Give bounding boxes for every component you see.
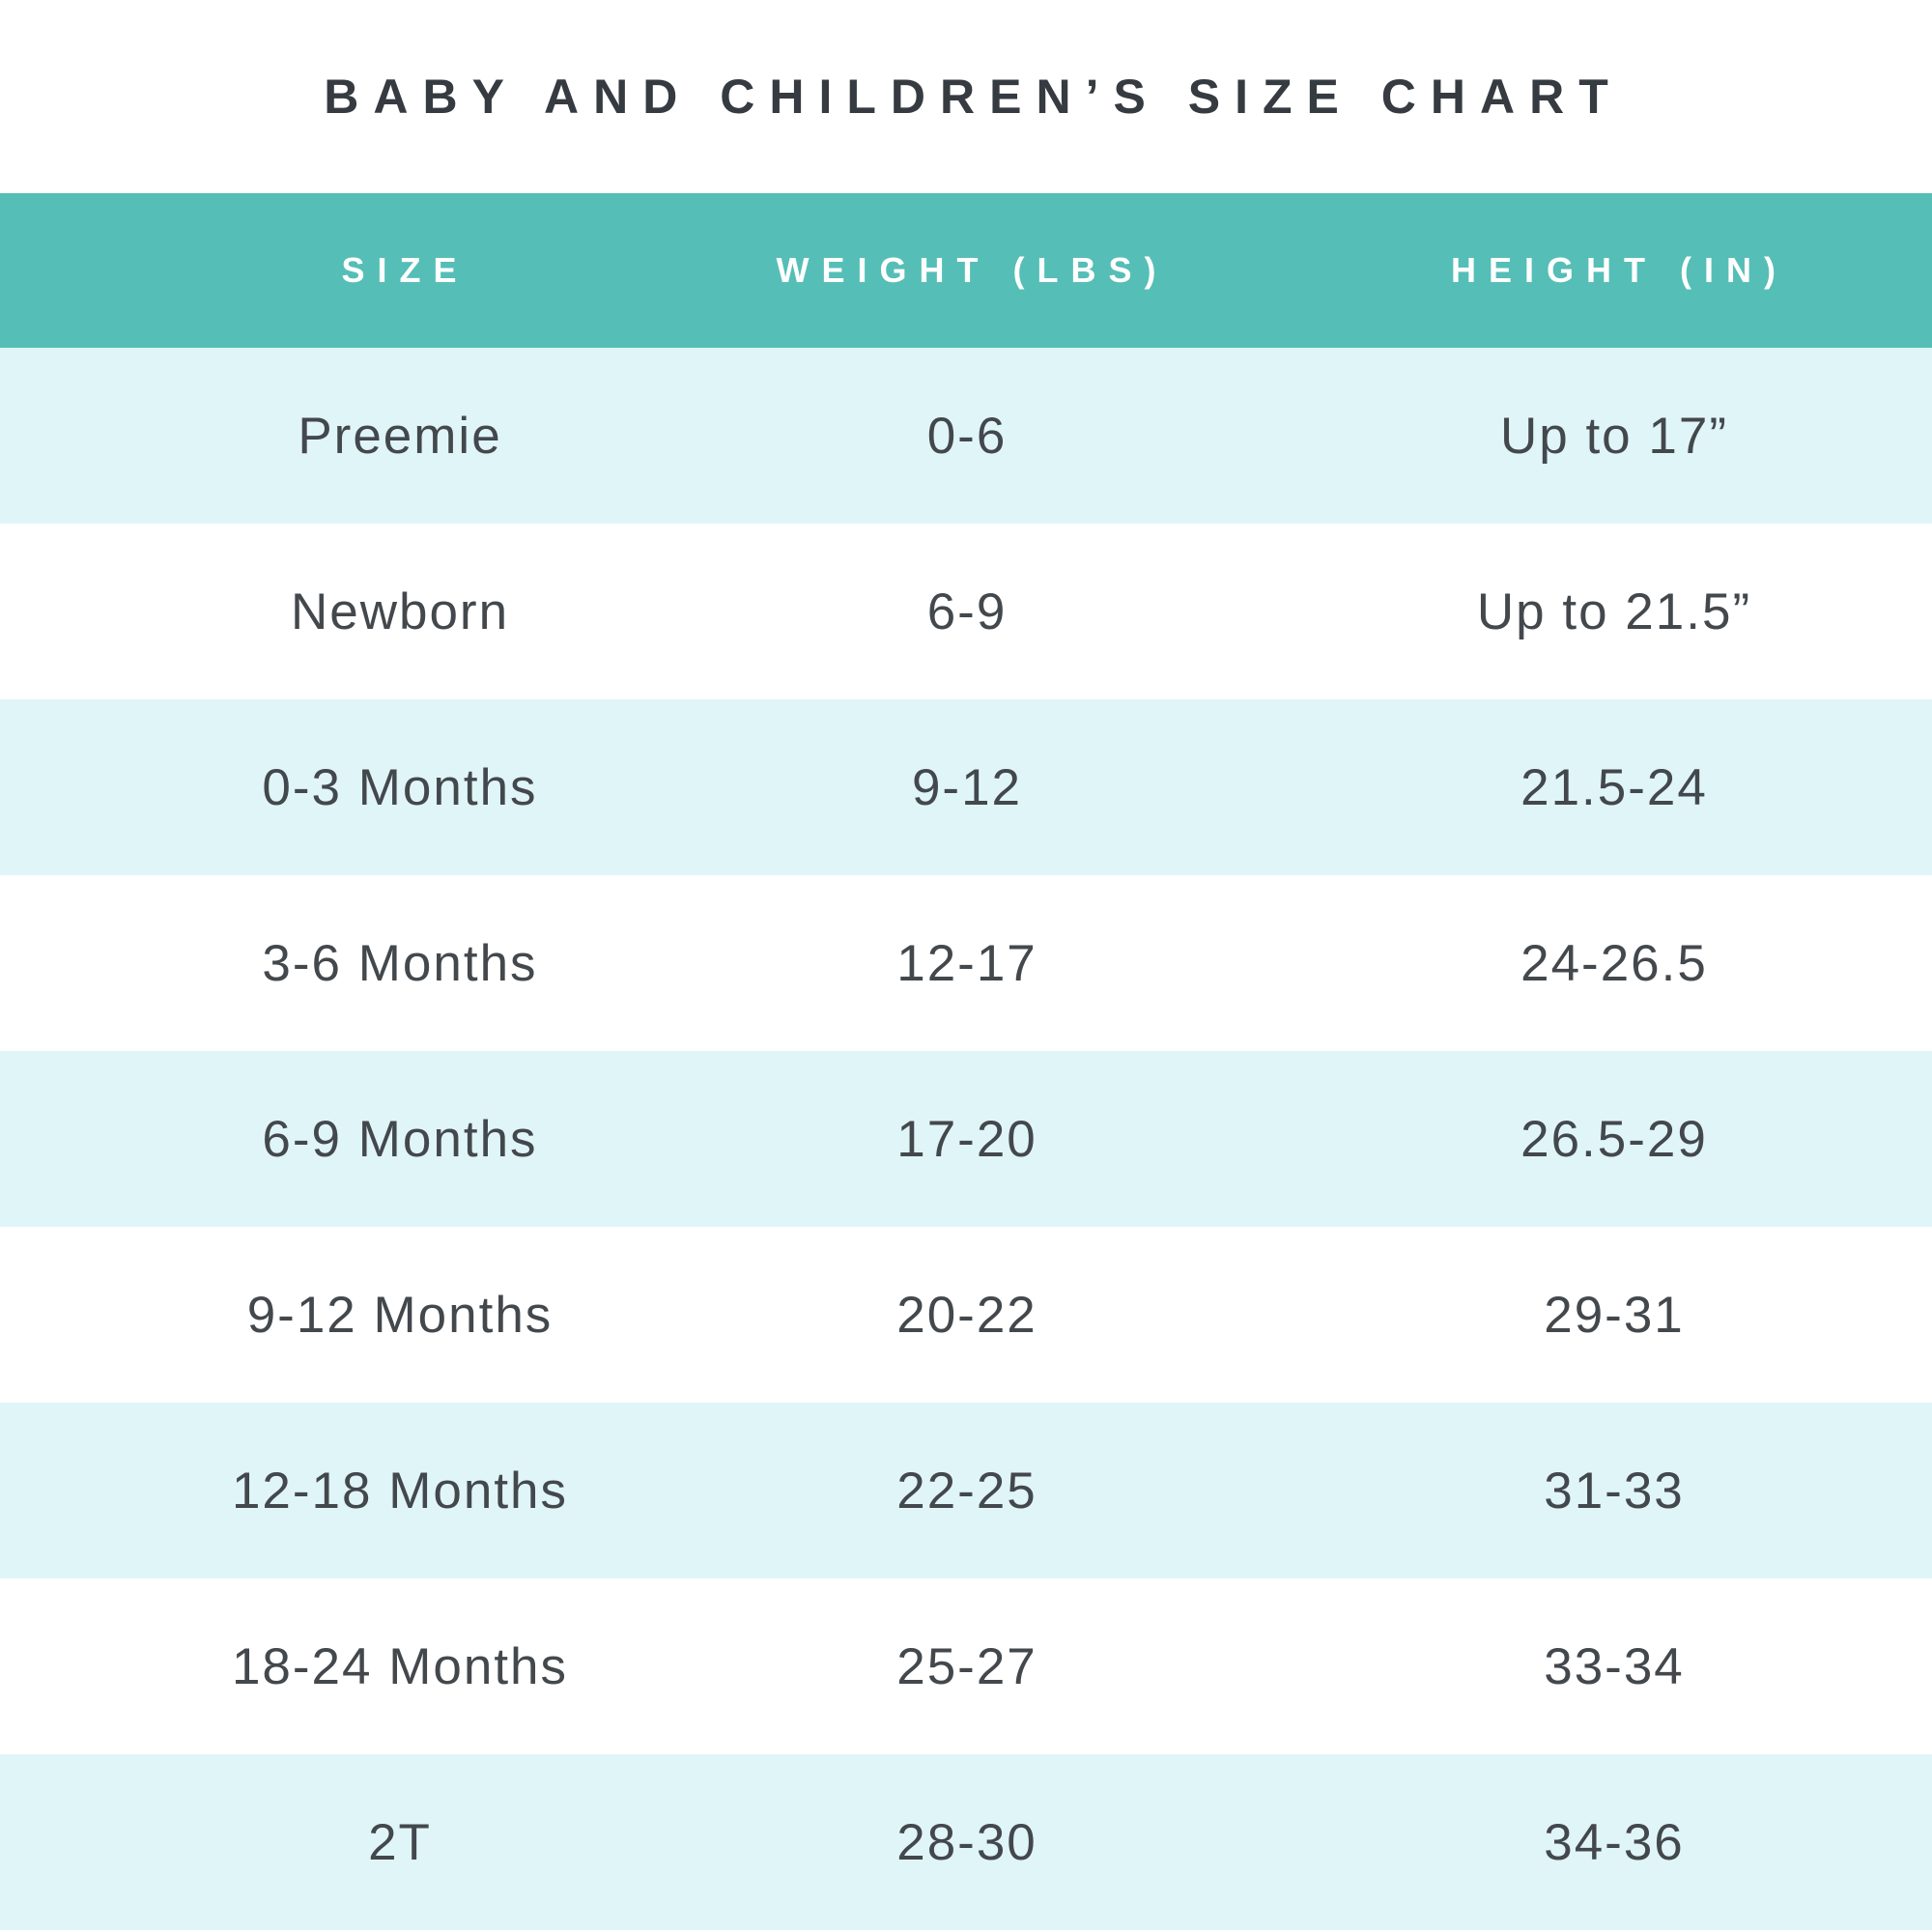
table-cell: 17-20: [896, 1110, 1037, 1168]
table-cell: 25-27: [896, 1637, 1037, 1695]
table-cell: 0-3 Months: [262, 758, 538, 816]
table-row: 18-24 Months 25-27 33-34: [0, 1578, 1932, 1754]
table-row: 12-18 Months 22-25 31-33: [0, 1403, 1932, 1578]
table-cell: 28-30: [896, 1813, 1037, 1871]
table-row: Newborn 6-9 Up to 21.5”: [0, 524, 1932, 699]
table-cell: Up to 21.5”: [1476, 582, 1752, 640]
table-cell: 20-22: [896, 1286, 1037, 1344]
title-band: BABY AND CHILDREN’S SIZE CHART: [0, 0, 1932, 193]
column-header-size: SIZE: [341, 250, 469, 290]
table-row: 0-3 Months 9-12 21.5-24: [0, 699, 1932, 875]
table-cell: 31-33: [1544, 1462, 1685, 1520]
page-title: BABY AND CHILDREN’S SIZE CHART: [324, 70, 1623, 124]
table-cell: 12-18 Months: [231, 1462, 569, 1520]
table-row: 6-9 Months 17-20 26.5-29: [0, 1051, 1932, 1227]
table-row: 9-12 Months 20-22 29-31: [0, 1227, 1932, 1403]
table-cell: Newborn: [290, 582, 510, 640]
table-cell: 29-31: [1544, 1286, 1685, 1344]
table-cell: 3-6 Months: [262, 934, 538, 992]
table-cell: 24-26.5: [1520, 934, 1708, 992]
table-row: 2T 28-30 34-36: [0, 1754, 1932, 1930]
table-cell: 6-9 Months: [262, 1110, 538, 1168]
table-cell: 21.5-24: [1520, 758, 1708, 816]
table-row: Preemie 0-6 Up to 17”: [0, 348, 1932, 524]
table-body: Preemie 0-6 Up to 17” Newborn 6-9 Up to 21.5”…: [0, 348, 1932, 1932]
table-cell: 26.5-29: [1520, 1110, 1708, 1168]
column-header-weight: WEIGHT (LBS): [776, 250, 1169, 290]
table-cell: 9-12: [911, 758, 1023, 816]
table-row: 3-6 Months 12-17 24-26.5: [0, 875, 1932, 1051]
table-cell: Up to 17”: [1499, 407, 1728, 465]
table-cell: Preemie: [298, 407, 502, 465]
table-cell: 9-12 Months: [246, 1286, 554, 1344]
table-cell: 12-17: [896, 934, 1037, 992]
table-header-row: SIZE WEIGHT (LBS) HEIGHT (IN): [0, 193, 1932, 348]
table-cell: 22-25: [896, 1462, 1037, 1520]
size-chart-table: SIZE WEIGHT (LBS) HEIGHT (IN) Preemie 0-6…: [0, 193, 1932, 1932]
table-cell: 33-34: [1544, 1637, 1685, 1695]
table-cell: 18-24 Months: [231, 1637, 569, 1695]
table-cell: 2T: [368, 1813, 432, 1871]
table-cell: 34-36: [1544, 1813, 1685, 1871]
column-header-height: HEIGHT (IN): [1451, 250, 1788, 290]
table-cell: 6-9: [926, 582, 1008, 640]
table-cell: 0-6: [926, 407, 1008, 465]
